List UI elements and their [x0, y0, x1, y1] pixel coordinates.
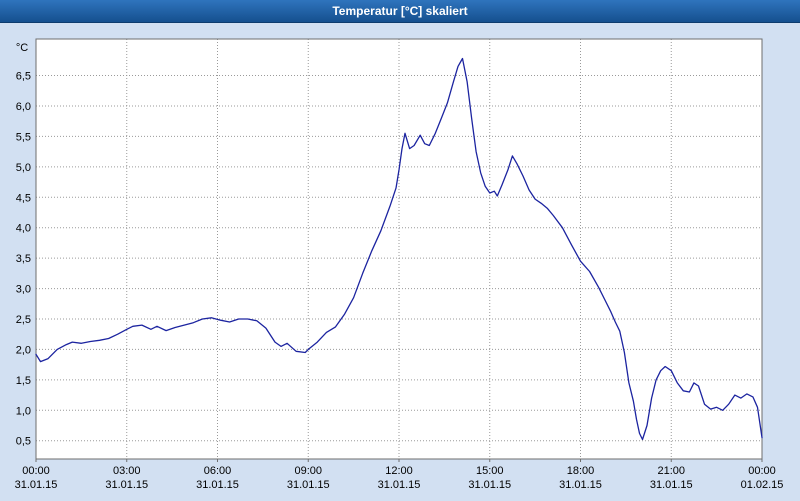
y-tick-label: 3,0 — [16, 284, 31, 296]
temperature-series-line — [35, 57, 763, 441]
y-tick-label: 2,0 — [16, 344, 31, 356]
x-tick-date-label: 31.01.15 — [468, 479, 511, 491]
x-tick-time-label: 00:00 — [22, 465, 50, 477]
x-tick-time-label: 00:00 — [748, 465, 776, 477]
x-tick-date-label: 31.01.15 — [287, 479, 330, 491]
y-axis-unit-label: °C — [16, 42, 28, 54]
x-tick-time-label: 15:00 — [476, 465, 504, 477]
x-tick-date-label: 31.01.15 — [105, 479, 148, 491]
x-tick-date-label: 01.02.15 — [741, 479, 784, 491]
y-tick-label: 4,0 — [16, 223, 31, 235]
x-tick-time-label: 06:00 — [204, 465, 232, 477]
y-tick-label: 1,5 — [16, 375, 31, 387]
chart-area: 6,5 6,0 5,5 5,0 4,5 4,0 3,5 3,0 2,5 2,0 1,5 1,0 0,5 0… — [0, 23, 800, 501]
y-tick-label: 5,5 — [16, 131, 31, 143]
y-tick-label: 6,5 — [16, 71, 31, 83]
y-tick-label: 3,5 — [16, 253, 31, 265]
temperature-line-chart: 6,5 6,0 5,5 5,0 4,5 4,0 3,5 3,0 2,5 2,0 1,5 1,0 0,5 0… — [15, 38, 784, 491]
x-tick-time-label: 18:00 — [567, 465, 595, 477]
plot-border — [35, 38, 763, 460]
y-tick-label: 5,0 — [16, 162, 31, 174]
x-tick-date-label: 31.01.15 — [15, 479, 58, 491]
x-tick-date-label: 31.01.15 — [378, 479, 421, 491]
x-tick-time-label: 09:00 — [294, 465, 322, 477]
x-tick-time-label: 03:00 — [113, 465, 141, 477]
y-tick-label: 0,5 — [16, 436, 31, 448]
y-tick-label: 1,0 — [16, 405, 31, 417]
x-tick-time-label: 12:00 — [385, 465, 413, 477]
x-tick-date-label: 31.01.15 — [196, 479, 239, 491]
y-tick-label: 2,5 — [16, 314, 31, 326]
x-tick-date-label: 31.01.15 — [559, 479, 602, 491]
title-bar: Temperatur [°C] skaliert — [0, 0, 800, 23]
y-tick-label: 4,5 — [16, 192, 31, 204]
x-tick-time-label: 21:00 — [657, 465, 685, 477]
y-tick-label: 6,0 — [16, 101, 31, 113]
x-tick-date-label: 31.01.15 — [650, 479, 693, 491]
chart-title: Temperatur [°C] skaliert — [332, 4, 468, 18]
